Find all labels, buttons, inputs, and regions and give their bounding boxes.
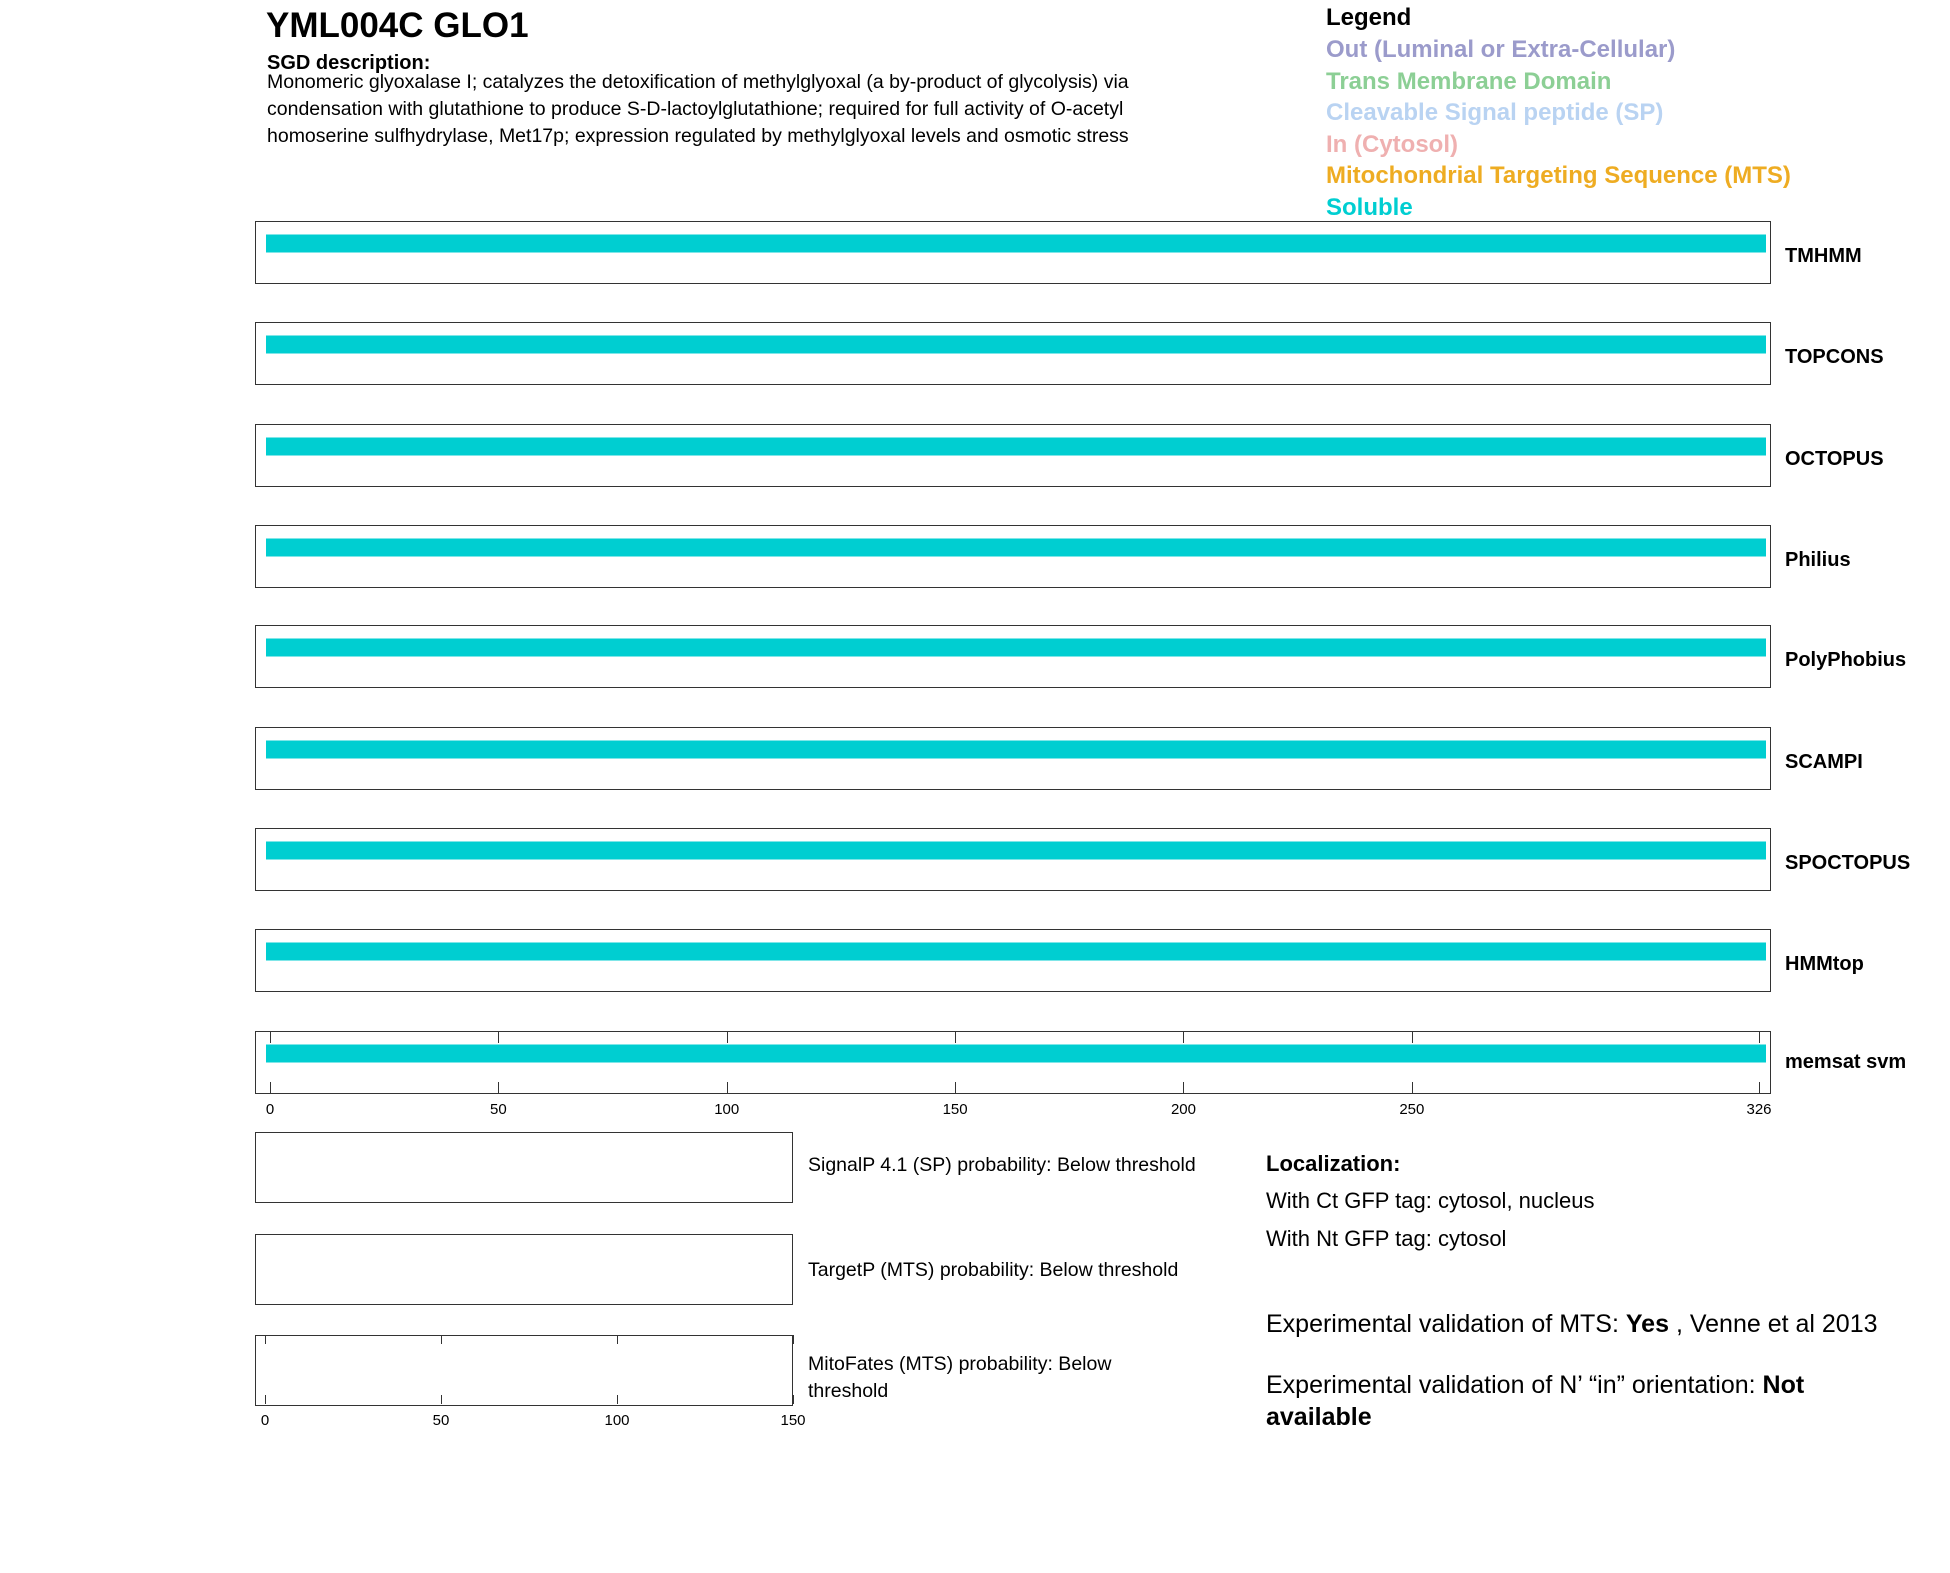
axis-tick <box>726 1031 728 1043</box>
track-box <box>255 727 1771 790</box>
mts-validation-label: Experimental validation of MTS: <box>1266 1310 1626 1338</box>
legend-item: Soluble <box>1326 193 1413 221</box>
segment-bar <box>266 942 1766 961</box>
axis-tick <box>1183 1031 1185 1043</box>
axis-tick <box>441 1395 442 1404</box>
segment-bar <box>266 335 1766 354</box>
track-box <box>255 322 1771 385</box>
legend-title: Legend <box>1326 4 1412 31</box>
mts-validation: Experimental validation of MTS: Yes , Ve… <box>1266 1310 1878 1339</box>
axis-tick <box>1411 1082 1413 1094</box>
localization-heading: Localization: <box>1266 1151 1401 1176</box>
legend-item: Mitochondrial Targeting Sequence (MTS) <box>1326 162 1791 189</box>
track-box <box>255 929 1771 992</box>
track-label: Philius <box>1785 549 1851 571</box>
track-label: memsat svm <box>1785 1051 1907 1073</box>
nin-validation-value: Not available <box>1266 1371 1805 1431</box>
track-label: SCAMPI <box>1785 751 1863 773</box>
prediction-box <box>255 1335 793 1406</box>
axis-tick <box>1411 1031 1413 1043</box>
mts-validation-source: , Venne et al 2013 <box>1669 1310 1878 1338</box>
track-label: OCTOPUS <box>1785 448 1884 470</box>
prediction-box <box>255 1132 793 1203</box>
prediction-text: MitoFates (MTS) probability: Below thres… <box>808 1353 1112 1402</box>
axis-tick <box>617 1395 618 1404</box>
axis-tick <box>955 1031 957 1043</box>
segment-bar <box>266 740 1766 759</box>
axis-tick <box>498 1031 500 1043</box>
description-line: homoserine sulfhydrylase, Met17p; expres… <box>267 125 1129 147</box>
prediction-box <box>255 1234 793 1305</box>
localization-ct: With Ct GFP tag: cytosol, nucleus <box>1266 1188 1595 1213</box>
track-label: PolyPhobius <box>1785 649 1907 671</box>
axis-tick <box>793 1395 794 1404</box>
axis-tick <box>793 1335 794 1344</box>
prediction-text: TargetP (MTS) probability: Below thresho… <box>808 1259 1179 1281</box>
axis-tick <box>955 1082 957 1094</box>
axis-tick <box>270 1082 271 1094</box>
track-box <box>255 424 1771 487</box>
axis-tick-label: 0 <box>260 1412 270 1429</box>
track-box <box>255 828 1771 891</box>
axis-tick <box>441 1335 442 1344</box>
axis-tick-label: 150 <box>942 1101 968 1118</box>
axis-tick <box>1183 1082 1185 1094</box>
axis-tick-label: 50 <box>432 1412 450 1429</box>
segment-bar <box>266 841 1766 860</box>
nin-validation-label: Experimental validation of N’ “in” orien… <box>1266 1371 1763 1399</box>
axis-tick <box>726 1082 728 1094</box>
axis-tick <box>617 1335 618 1344</box>
axis-tick <box>270 1031 271 1043</box>
axis-tick-label: 250 <box>1399 1101 1425 1118</box>
axis-tick-label: 0 <box>265 1101 275 1118</box>
axis-tick-label: 326 <box>1746 1101 1772 1118</box>
legend-item: Cleavable Signal peptide (SP) <box>1326 99 1664 126</box>
axis-tick <box>265 1335 266 1344</box>
legend-item: Out (Luminal or Extra-Cellular) <box>1326 36 1676 63</box>
axis-tick-label: 200 <box>1170 1101 1196 1118</box>
track-box <box>255 1031 1771 1094</box>
track-box <box>255 525 1771 588</box>
segment-bar <box>266 638 1766 657</box>
page-title: YML004C GLO1 <box>266 6 529 45</box>
segment-bar <box>266 234 1766 253</box>
axis-tick-label: 100 <box>714 1101 740 1118</box>
axis-tick <box>1759 1031 1760 1043</box>
prediction-text: SignalP 4.1 (SP) probability: Below thre… <box>808 1154 1196 1176</box>
track-label: TOPCONS <box>1785 346 1884 368</box>
sgd-heading: SGD description: <box>267 52 431 74</box>
description-line: Monomeric glyoxalase I; catalyzes the de… <box>267 71 1129 93</box>
mts-validation-value: Yes <box>1625 1310 1669 1338</box>
nin-validation: Experimental validation of N’ “in” orien… <box>1266 1369 1846 1433</box>
legend-item: Trans Membrane Domain <box>1326 67 1612 95</box>
track-label: HMMtop <box>1785 953 1864 975</box>
segment-bar <box>266 1044 1766 1063</box>
axis-tick <box>1759 1082 1760 1094</box>
axis-tick <box>265 1395 266 1404</box>
track-label: TMHMM <box>1785 245 1862 267</box>
track-label: SPOCTOPUS <box>1785 852 1911 874</box>
axis-tick-label: 150 <box>780 1412 806 1429</box>
segment-bar <box>266 538 1766 557</box>
axis-tick-label: 50 <box>490 1101 507 1118</box>
track-box <box>255 625 1771 688</box>
localization-nt: With Nt GFP tag: cytosol <box>1266 1226 1507 1251</box>
track-box <box>255 221 1771 284</box>
axis-tick <box>498 1082 500 1094</box>
segment-bar <box>266 437 1766 456</box>
axis-tick-label: 100 <box>604 1412 630 1429</box>
legend-item: In (Cytosol) <box>1326 130 1458 158</box>
description-line: condensation with glutathione to produce… <box>267 98 1124 120</box>
